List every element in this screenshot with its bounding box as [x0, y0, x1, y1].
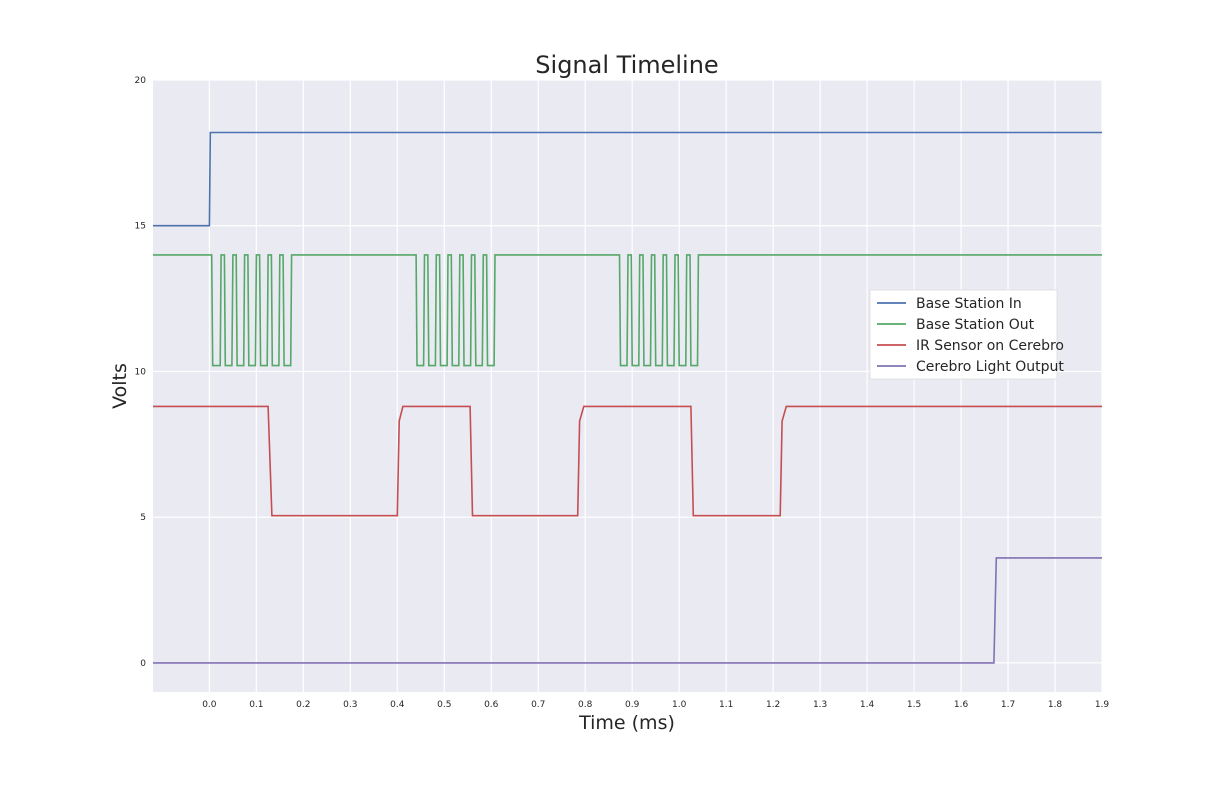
x-tick-label: 0.7	[531, 700, 545, 710]
x-tick-label: 0.8	[578, 700, 593, 710]
x-tick-label: 1.9	[1095, 700, 1110, 710]
x-tick-label: 1.6	[954, 700, 969, 710]
x-tick-label: 1.7	[1001, 700, 1015, 710]
x-tick-label: 0.9	[625, 700, 640, 710]
legend-label-cerebro-light-output: Cerebro Light Output	[916, 359, 1064, 375]
x-tick-label: 0.1	[249, 700, 263, 710]
plot-background	[153, 80, 1102, 692]
x-tick-label: 1.1	[719, 700, 733, 710]
y-tick-label: 5	[140, 513, 146, 523]
y-axis-label: Volts	[109, 363, 131, 409]
series-line-ir-sensor-on-cerebro	[153, 405, 1102, 517]
legend-label-base-station-in: Base Station In	[916, 296, 1022, 312]
x-tick-label: 1.0	[672, 700, 687, 710]
series-line-cerebro-light-output	[153, 557, 1102, 664]
x-tick-label: 1.4	[860, 700, 875, 710]
y-tick-label: 20	[135, 76, 147, 86]
series-layer	[153, 131, 1102, 664]
x-tick-label: 0.5	[437, 700, 451, 710]
x-tick-label: 0.3	[343, 700, 357, 710]
legend-label-base-station-out: Base Station Out	[916, 317, 1035, 333]
x-tick-labels: 0.0 0.1 0.2 0.3 0.4 0.5 0.6 0.7 0.8 0.9 1.0 1.1 1.2 1…	[202, 700, 1109, 710]
y-tick-label: 15	[135, 222, 146, 232]
series-line-base-station-out	[153, 254, 1102, 367]
x-tick-label: 1.5	[907, 700, 921, 710]
x-axis-label: Time (ms)	[578, 712, 675, 734]
legend-label-ir-sensor-on-cerebro: IR Sensor on Cerebro	[916, 338, 1064, 354]
series-line-base-station-in	[153, 131, 1102, 227]
x-tick-label: 1.3	[813, 700, 827, 710]
x-tick-label: 1.2	[766, 700, 780, 710]
legend-entries: Base Station In Base Station Out IR Sensor…	[877, 296, 1064, 375]
legend-box	[869, 289, 1058, 380]
legend: Base Station In Base Station Out IR Sensor…	[869, 289, 1064, 380]
x-tick-label: 0.0	[202, 700, 217, 710]
chart-title: Signal Timeline	[535, 51, 718, 79]
y-tick-label: 10	[135, 367, 147, 377]
y-tick-labels: 0 5 10 15 20	[135, 76, 147, 669]
x-tick-label: 0.4	[390, 700, 405, 710]
x-tick-label: 1.8	[1048, 700, 1063, 710]
y-tick-label: 0	[140, 659, 146, 669]
x-tick-label: 0.2	[296, 700, 310, 710]
x-tick-label: 0.6	[484, 700, 499, 710]
